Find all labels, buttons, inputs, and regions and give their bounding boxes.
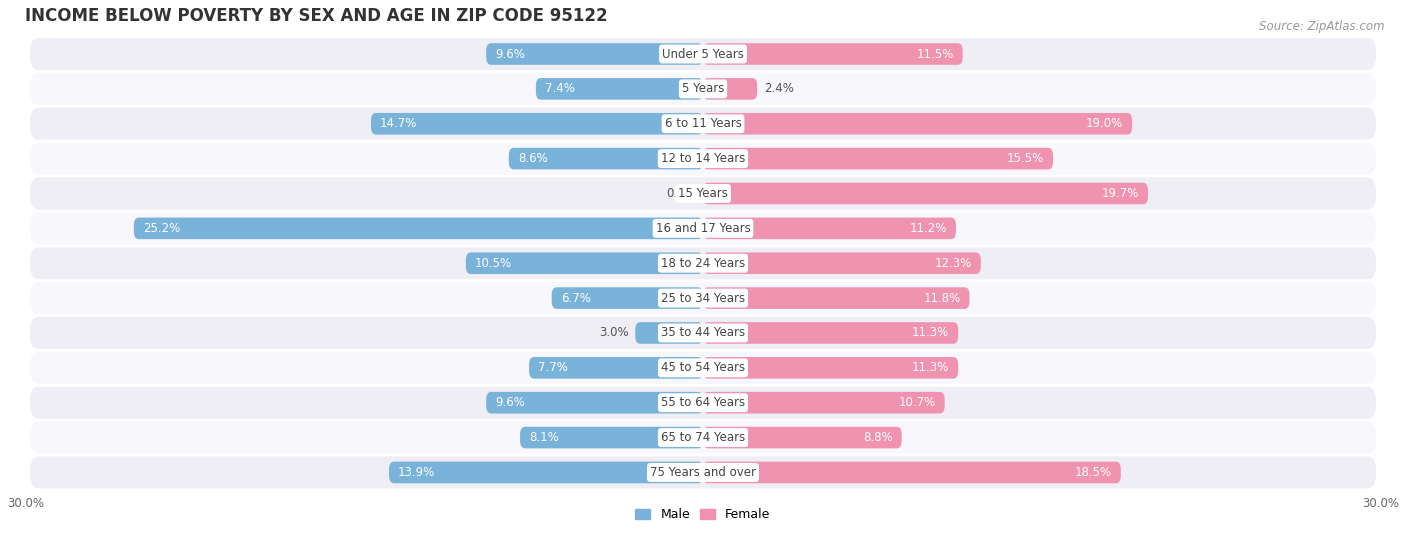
FancyBboxPatch shape [30,143,1376,174]
Text: 19.0%: 19.0% [1085,117,1123,130]
Text: 15 Years: 15 Years [678,187,728,200]
Text: 14.7%: 14.7% [380,117,418,130]
Text: 75 Years and over: 75 Years and over [650,466,756,479]
FancyBboxPatch shape [703,322,959,344]
Text: 6 to 11 Years: 6 to 11 Years [665,117,741,130]
FancyBboxPatch shape [703,148,1053,169]
Text: 18 to 24 Years: 18 to 24 Years [661,257,745,270]
Text: 65 to 74 Years: 65 to 74 Years [661,431,745,444]
FancyBboxPatch shape [134,217,703,239]
Text: 11.2%: 11.2% [910,222,946,235]
FancyBboxPatch shape [30,212,1376,244]
Text: 11.5%: 11.5% [917,48,953,60]
FancyBboxPatch shape [703,78,758,100]
Text: 2.4%: 2.4% [763,82,794,96]
Legend: Male, Female: Male, Female [630,504,776,527]
Text: 19.7%: 19.7% [1101,187,1139,200]
Text: 45 to 54 Years: 45 to 54 Years [661,361,745,375]
FancyBboxPatch shape [703,462,1121,483]
FancyBboxPatch shape [703,427,901,448]
Text: 11.8%: 11.8% [924,292,960,305]
Text: 9.6%: 9.6% [495,48,524,60]
Text: 10.7%: 10.7% [898,396,935,409]
FancyBboxPatch shape [30,317,1376,349]
Text: 12 to 14 Years: 12 to 14 Years [661,152,745,165]
FancyBboxPatch shape [551,287,703,309]
Text: 16 and 17 Years: 16 and 17 Years [655,222,751,235]
Text: 11.3%: 11.3% [912,361,949,375]
Text: 11.3%: 11.3% [912,326,949,339]
FancyBboxPatch shape [509,148,703,169]
FancyBboxPatch shape [703,253,981,274]
Text: 18.5%: 18.5% [1074,466,1112,479]
Text: INCOME BELOW POVERTY BY SEX AND AGE IN ZIP CODE 95122: INCOME BELOW POVERTY BY SEX AND AGE IN Z… [25,7,607,25]
Text: 25 to 34 Years: 25 to 34 Years [661,292,745,305]
Text: 35 to 44 Years: 35 to 44 Years [661,326,745,339]
Text: 7.4%: 7.4% [546,82,575,96]
FancyBboxPatch shape [30,387,1376,419]
FancyBboxPatch shape [30,421,1376,453]
FancyBboxPatch shape [703,287,970,309]
Text: 13.9%: 13.9% [398,466,436,479]
FancyBboxPatch shape [486,392,703,414]
Text: 0.0%: 0.0% [666,187,696,200]
FancyBboxPatch shape [536,78,703,100]
FancyBboxPatch shape [703,113,1132,135]
FancyBboxPatch shape [30,177,1376,210]
Text: 8.1%: 8.1% [529,431,558,444]
Text: 9.6%: 9.6% [495,396,524,409]
FancyBboxPatch shape [636,322,703,344]
Text: 10.5%: 10.5% [475,257,512,270]
Text: Under 5 Years: Under 5 Years [662,48,744,60]
Text: Source: ZipAtlas.com: Source: ZipAtlas.com [1260,20,1385,32]
FancyBboxPatch shape [30,108,1376,140]
FancyBboxPatch shape [486,43,703,65]
FancyBboxPatch shape [703,392,945,414]
FancyBboxPatch shape [703,183,1147,204]
Text: 6.7%: 6.7% [561,292,591,305]
Text: 55 to 64 Years: 55 to 64 Years [661,396,745,409]
FancyBboxPatch shape [30,282,1376,314]
Text: 12.3%: 12.3% [935,257,972,270]
FancyBboxPatch shape [371,113,703,135]
FancyBboxPatch shape [703,43,963,65]
Text: 8.6%: 8.6% [517,152,547,165]
FancyBboxPatch shape [30,352,1376,384]
FancyBboxPatch shape [703,217,956,239]
FancyBboxPatch shape [30,38,1376,70]
Text: 8.8%: 8.8% [863,431,893,444]
Text: 25.2%: 25.2% [143,222,180,235]
Text: 15.5%: 15.5% [1007,152,1045,165]
Text: 3.0%: 3.0% [599,326,628,339]
FancyBboxPatch shape [529,357,703,378]
FancyBboxPatch shape [30,456,1376,489]
FancyBboxPatch shape [389,462,703,483]
Text: 5 Years: 5 Years [682,82,724,96]
FancyBboxPatch shape [703,357,959,378]
FancyBboxPatch shape [520,427,703,448]
FancyBboxPatch shape [30,247,1376,280]
Text: 7.7%: 7.7% [538,361,568,375]
FancyBboxPatch shape [30,73,1376,105]
FancyBboxPatch shape [465,253,703,274]
